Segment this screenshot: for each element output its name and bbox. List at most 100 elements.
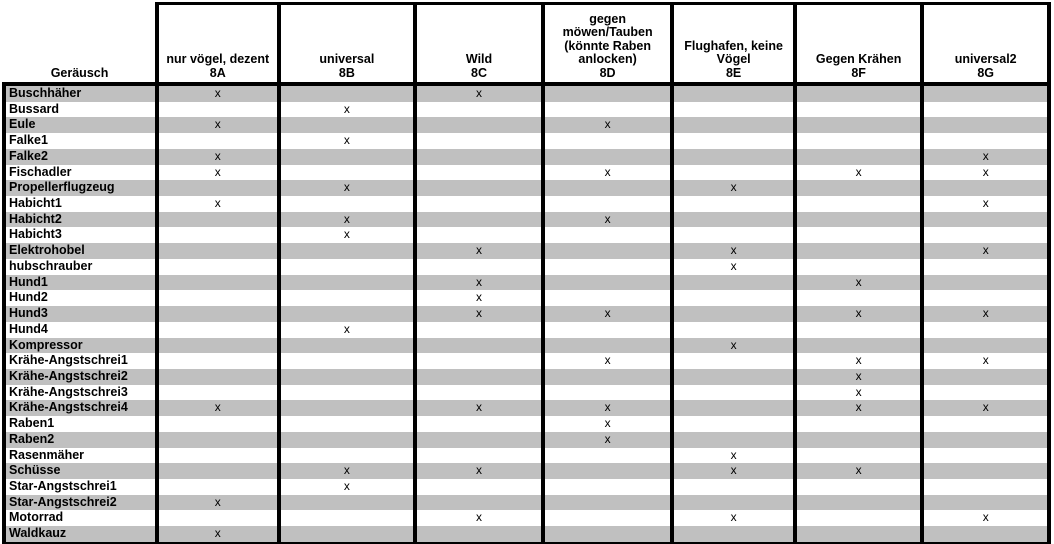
mark-cell-8A: x bbox=[155, 494, 281, 511]
column-header-line: universal bbox=[319, 52, 375, 66]
mark-cell-8F: x bbox=[792, 368, 925, 385]
mark-cell-8B bbox=[276, 148, 418, 165]
mark-cell-8C: x bbox=[413, 306, 545, 322]
mark-cell-8A bbox=[155, 337, 281, 354]
mark-cell-8F bbox=[792, 211, 925, 228]
mark-cell-8B bbox=[276, 164, 418, 181]
mark-cell-8C bbox=[413, 368, 545, 385]
table-row: Propellerflugzeug x x bbox=[1, 180, 1051, 197]
mark-cell-8F bbox=[792, 84, 925, 102]
mark-cell-8A bbox=[155, 431, 281, 448]
mark-cell-8A bbox=[155, 510, 281, 527]
table-row: Habicht2 x x bbox=[1, 211, 1051, 228]
mark-cell-8A bbox=[155, 478, 281, 495]
mark-cell-8D bbox=[540, 510, 675, 527]
mark-cell-8G bbox=[920, 337, 1051, 354]
mark-cell-8B bbox=[276, 447, 418, 464]
mark-cell-8E bbox=[670, 101, 797, 118]
column-header-line: 8B bbox=[338, 65, 355, 80]
mark-cell-8F: x bbox=[792, 306, 925, 322]
table-row: Falke1 x bbox=[1, 133, 1051, 149]
table-row: Krähe-Angstschrei1 x x x bbox=[1, 353, 1051, 369]
mark-cell-8G bbox=[920, 133, 1051, 149]
mark-cell-8B bbox=[276, 368, 418, 385]
table-row: Habicht1 x x bbox=[1, 196, 1051, 212]
mark-cell-8F bbox=[792, 494, 925, 511]
mark-cell-8F bbox=[792, 180, 925, 197]
row-label: Kompressor bbox=[1, 337, 160, 354]
mark-cell-8E bbox=[670, 148, 797, 165]
column-header-line: Vögel bbox=[716, 52, 751, 66]
mark-cell-8B bbox=[276, 84, 418, 102]
mark-cell-8C: x bbox=[413, 463, 545, 479]
table-row: Hund2 x bbox=[1, 290, 1051, 307]
mark-cell-8F bbox=[792, 526, 925, 544]
mark-cell-8A bbox=[155, 290, 281, 307]
column-header-8D: gegen möwen/Tauben (könnte Raben anlocken) 8… bbox=[540, 2, 675, 86]
mark-cell-8B bbox=[276, 306, 418, 322]
mark-cell-8C bbox=[413, 478, 545, 495]
mark-cell-8G bbox=[920, 526, 1051, 544]
table-row: Rasenmäher x bbox=[1, 447, 1051, 464]
mark-cell-8B bbox=[276, 337, 418, 354]
row-label: Elektrohobel bbox=[1, 243, 160, 259]
mark-cell-8C bbox=[413, 117, 545, 134]
mark-cell-8F: x bbox=[792, 353, 925, 369]
mark-cell-8D bbox=[540, 337, 675, 354]
mark-cell-8F bbox=[792, 148, 925, 165]
mark-cell-8G: x bbox=[920, 243, 1051, 259]
mark-cell-8B bbox=[276, 510, 418, 527]
table-row: Bussard x bbox=[1, 101, 1051, 118]
mark-cell-8E bbox=[670, 290, 797, 307]
mark-cell-8G: x bbox=[920, 306, 1051, 322]
row-label: Propellerflugzeug bbox=[1, 180, 160, 197]
row-label: Falke1 bbox=[1, 133, 160, 149]
row-label: Krähe-Angstschrei4 bbox=[1, 400, 160, 417]
mark-cell-8E bbox=[670, 321, 797, 338]
mark-cell-8D bbox=[540, 368, 675, 385]
mark-cell-8G: x bbox=[920, 353, 1051, 369]
table-row: Eule x x bbox=[1, 117, 1051, 134]
mark-cell-8D bbox=[540, 258, 675, 275]
mark-cell-8A bbox=[155, 274, 281, 291]
column-header-8F: Gegen Krähen 8F bbox=[792, 2, 925, 86]
mark-cell-8E: x bbox=[670, 447, 797, 464]
corner-header-geraeusch: Geräusch bbox=[4, 3, 158, 86]
mark-cell-8E bbox=[670, 133, 797, 149]
mark-cell-8C bbox=[413, 101, 545, 118]
mark-cell-8E bbox=[670, 494, 797, 511]
mark-cell-8B: x bbox=[276, 463, 418, 479]
mark-cell-8C bbox=[413, 148, 545, 165]
table-row: Star-Angstschrei1 x bbox=[1, 478, 1051, 495]
mark-cell-8A bbox=[155, 447, 281, 464]
mark-cell-8D bbox=[540, 384, 675, 401]
mark-cell-8D bbox=[540, 196, 675, 212]
mark-cell-8D bbox=[540, 447, 675, 464]
mark-cell-8F bbox=[792, 321, 925, 338]
mark-cell-8B bbox=[276, 384, 418, 401]
table-row: Raben1 x bbox=[1, 416, 1051, 432]
mark-cell-8C bbox=[413, 526, 545, 544]
row-label: Hund1 bbox=[1, 274, 160, 291]
row-label: Hund4 bbox=[1, 321, 160, 338]
mark-cell-8E bbox=[670, 384, 797, 401]
mark-cell-8G bbox=[920, 117, 1051, 134]
table-row: Waldkauz x bbox=[1, 526, 1051, 544]
mark-cell-8D: x bbox=[540, 431, 675, 448]
column-header-line: (könnte Raben bbox=[564, 38, 651, 53]
mark-cell-8C bbox=[413, 133, 545, 149]
mark-cell-8G bbox=[920, 463, 1051, 479]
mark-cell-8B bbox=[276, 494, 418, 511]
row-label: Krähe-Angstschrei2 bbox=[1, 368, 160, 385]
mark-cell-8G bbox=[920, 416, 1051, 432]
table-row: Hund1 x x bbox=[1, 274, 1051, 291]
mark-cell-8C bbox=[413, 353, 545, 369]
mark-cell-8C: x bbox=[413, 243, 545, 259]
mark-cell-8C bbox=[413, 494, 545, 511]
mark-cell-8G bbox=[920, 478, 1051, 495]
mark-cell-8B bbox=[276, 196, 418, 212]
mark-cell-8E: x bbox=[670, 510, 797, 527]
table-row: Kompressor x bbox=[1, 337, 1051, 354]
mark-cell-8D: x bbox=[540, 400, 675, 417]
mark-cell-8G bbox=[920, 321, 1051, 338]
